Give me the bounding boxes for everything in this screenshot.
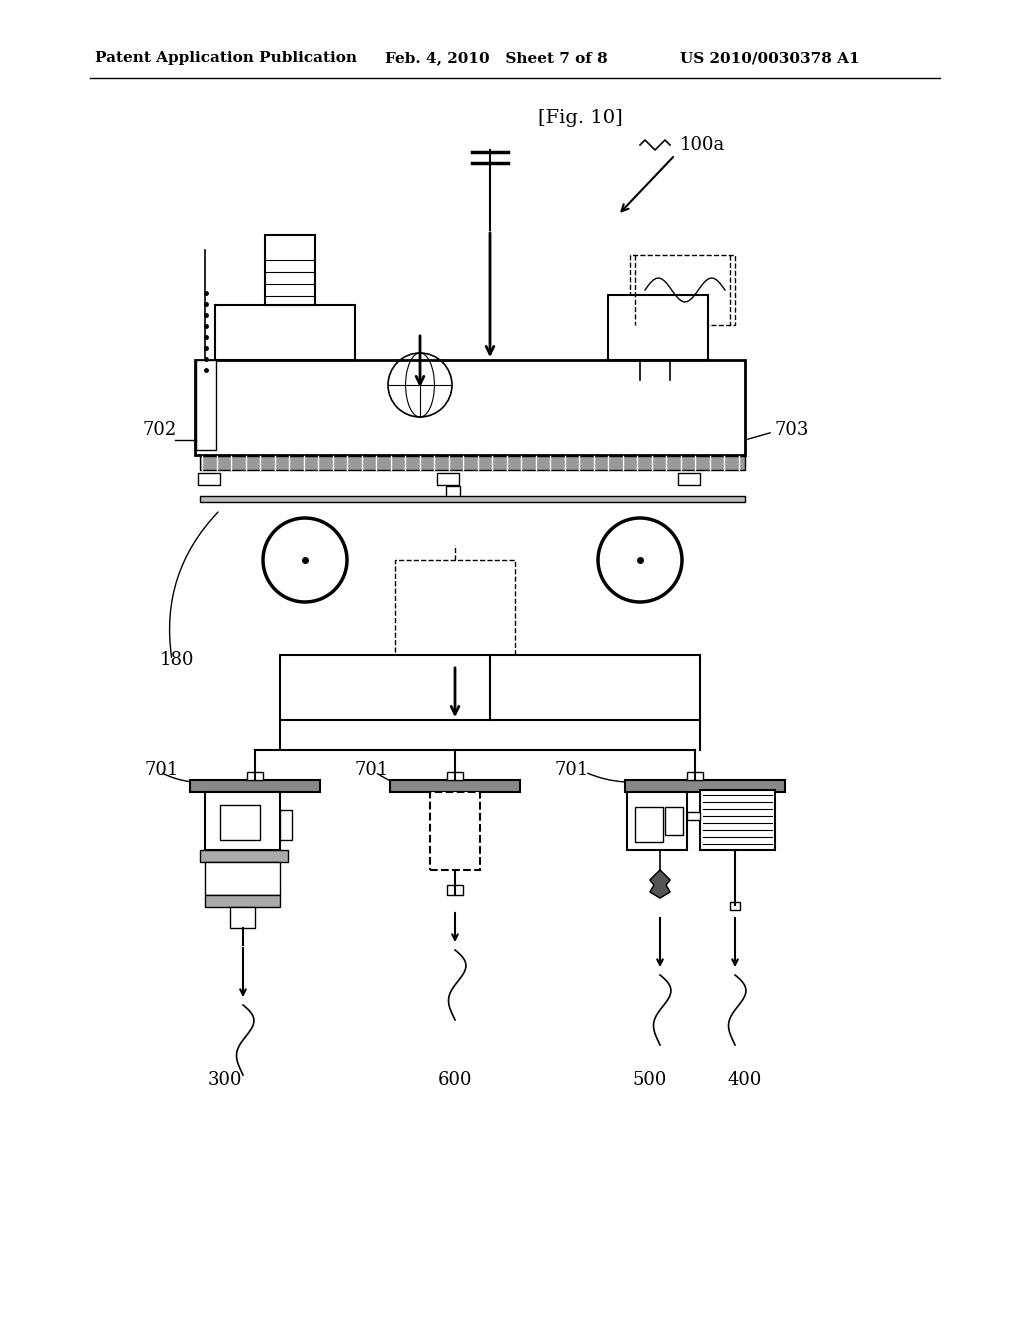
Bar <box>280 810 292 840</box>
Bar <box>635 807 663 842</box>
Bar <box>730 902 740 909</box>
Bar <box>608 294 708 360</box>
Bar <box>700 789 775 850</box>
Text: 703: 703 <box>775 421 809 440</box>
Bar <box>687 772 703 780</box>
Text: 702: 702 <box>143 421 177 440</box>
Bar <box>215 305 355 360</box>
Text: 300: 300 <box>208 1071 243 1089</box>
Bar <box>205 792 280 850</box>
Bar <box>430 792 480 870</box>
Bar <box>437 473 459 484</box>
Bar <box>280 655 700 719</box>
Bar <box>265 235 315 305</box>
Polygon shape <box>650 870 670 898</box>
Text: 701: 701 <box>145 762 179 779</box>
Text: 500: 500 <box>633 1071 668 1089</box>
Text: US 2010/0030378 A1: US 2010/0030378 A1 <box>680 51 859 65</box>
Bar <box>190 780 319 792</box>
Bar <box>395 560 515 660</box>
Text: [Fig. 10]: [Fig. 10] <box>538 110 623 127</box>
Bar <box>247 772 263 780</box>
Bar <box>447 884 463 895</box>
Bar <box>220 805 260 840</box>
Bar <box>390 780 520 792</box>
Bar <box>625 780 785 792</box>
Text: 180: 180 <box>160 651 195 669</box>
Bar <box>196 360 216 450</box>
Text: Patent Application Publication: Patent Application Publication <box>95 51 357 65</box>
Bar <box>630 255 735 325</box>
Bar <box>665 807 683 836</box>
Bar <box>200 850 288 862</box>
Bar <box>627 792 687 850</box>
Text: 100a: 100a <box>680 136 725 154</box>
Text: Feb. 4, 2010   Sheet 7 of 8: Feb. 4, 2010 Sheet 7 of 8 <box>385 51 608 65</box>
Bar <box>205 895 280 907</box>
Bar <box>678 473 700 484</box>
Bar <box>687 812 700 820</box>
Text: 701: 701 <box>555 762 590 779</box>
Bar <box>205 862 280 895</box>
Text: 701: 701 <box>355 762 389 779</box>
Bar <box>195 360 745 455</box>
Text: 400: 400 <box>728 1071 762 1089</box>
Bar <box>200 455 745 470</box>
Bar <box>446 486 460 498</box>
Bar <box>200 496 745 502</box>
Bar <box>230 907 255 928</box>
Text: 600: 600 <box>437 1071 472 1089</box>
Bar <box>198 473 220 484</box>
Bar <box>447 772 463 780</box>
